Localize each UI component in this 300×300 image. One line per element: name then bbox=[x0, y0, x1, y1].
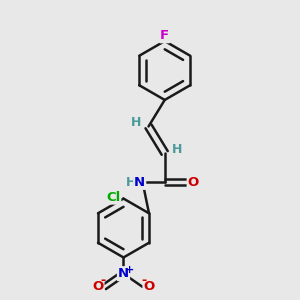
Text: -: - bbox=[142, 274, 147, 287]
Text: N: N bbox=[134, 176, 145, 189]
Text: +: + bbox=[125, 265, 135, 275]
Text: H: H bbox=[172, 143, 182, 156]
Text: O: O bbox=[92, 280, 104, 293]
Text: Cl: Cl bbox=[106, 190, 120, 204]
Text: F: F bbox=[160, 29, 169, 42]
Text: H: H bbox=[126, 176, 136, 189]
Text: N: N bbox=[118, 267, 129, 280]
Text: H: H bbox=[131, 116, 141, 129]
Text: O: O bbox=[143, 280, 155, 293]
Text: O: O bbox=[188, 176, 199, 189]
Text: -: - bbox=[100, 274, 106, 287]
